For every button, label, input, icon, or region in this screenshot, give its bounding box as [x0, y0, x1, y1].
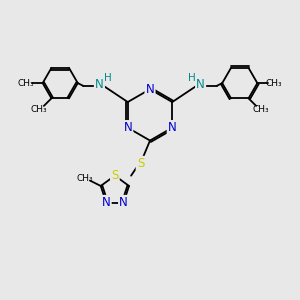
Text: CH₃: CH₃ — [76, 174, 93, 183]
Text: N: N — [168, 121, 177, 134]
Text: N: N — [102, 196, 110, 209]
Text: H: H — [104, 73, 112, 83]
Text: CH₃: CH₃ — [252, 105, 269, 114]
Text: N: N — [146, 83, 154, 96]
Text: N: N — [196, 78, 205, 91]
Text: N: N — [123, 121, 132, 134]
Text: CH₃: CH₃ — [266, 79, 282, 88]
Text: H: H — [188, 73, 196, 83]
Text: CH₃: CH₃ — [31, 105, 48, 114]
Text: CH₃: CH₃ — [18, 79, 34, 88]
Text: S: S — [137, 157, 144, 170]
Text: N: N — [119, 196, 128, 209]
Text: S: S — [111, 169, 118, 182]
Text: N: N — [95, 78, 104, 91]
